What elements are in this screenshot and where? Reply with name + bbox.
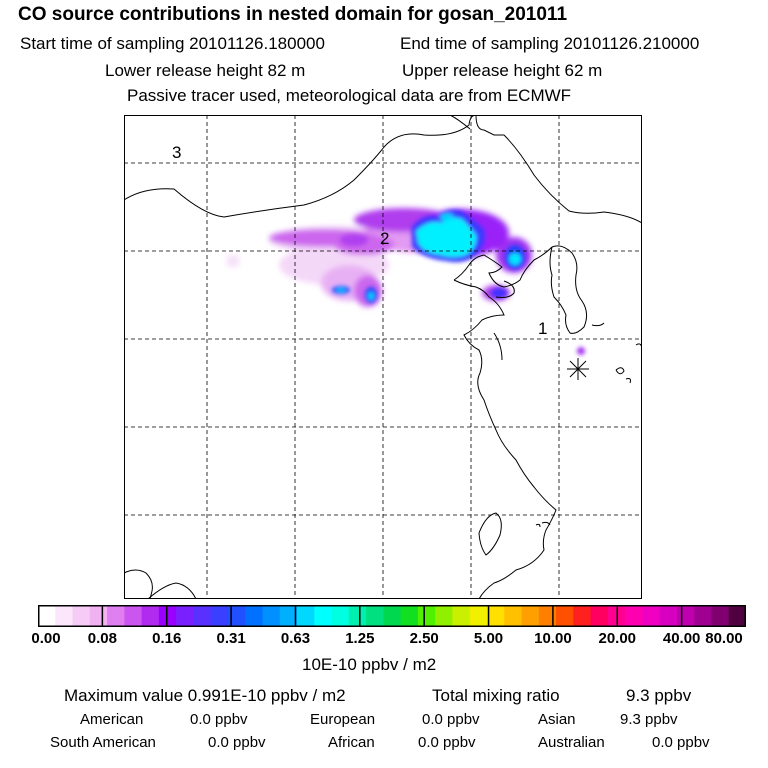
colorbar-cell bbox=[417, 605, 436, 627]
colorbar-cell bbox=[193, 605, 212, 627]
total-mixing-label: Total mixing ratio bbox=[432, 686, 560, 705]
colorbar-tick-label: 5.00 bbox=[473, 630, 504, 647]
colorbar-cell bbox=[694, 605, 713, 627]
colorbar-cell bbox=[107, 605, 125, 627]
region-australian-label: Australian bbox=[538, 734, 605, 751]
colorbar-cell bbox=[158, 605, 177, 627]
colorbar-tick-label: 0.08 bbox=[87, 630, 117, 647]
colorbar-tick-label: 1.25 bbox=[345, 630, 375, 647]
region-african-label: African bbox=[328, 734, 375, 751]
start-time: Start time of sampling 20101126.180000 bbox=[20, 34, 325, 53]
colorbar-cell bbox=[435, 605, 454, 627]
colorbar-cell bbox=[55, 605, 74, 627]
colorbar-tick-label: 20.00 bbox=[598, 630, 637, 647]
colorbar-tick-label: 0.16 bbox=[152, 630, 182, 647]
region-african-value: 0.0 ppbv bbox=[418, 734, 476, 751]
region-label-2: 2 bbox=[380, 229, 389, 248]
colorbar-cell bbox=[141, 605, 160, 627]
receptor-asterisk-icon bbox=[567, 358, 589, 380]
colorbar-cell bbox=[348, 605, 367, 627]
colorbar-cell bbox=[521, 605, 540, 627]
colorbar-tick-label: 80.00 bbox=[705, 630, 743, 647]
colorbar-tick-label: 0.00 bbox=[31, 630, 61, 647]
lower-release-height: Lower release height 82 m bbox=[105, 61, 306, 80]
colorbar-tick-label: 2.50 bbox=[409, 630, 439, 647]
region-south-american-label: South American bbox=[50, 734, 156, 751]
colorbar bbox=[38, 605, 746, 627]
colorbar-cell bbox=[573, 605, 592, 627]
colorbar-cell bbox=[227, 605, 246, 627]
total-mixing-value: 9.3 ppbv bbox=[626, 686, 692, 705]
region-label-3: 3 bbox=[172, 143, 181, 162]
colorbar-cell bbox=[486, 605, 505, 627]
region-american-label: American bbox=[80, 711, 144, 728]
colorbar-tick-label: 10.00 bbox=[534, 630, 572, 647]
colorbar-cell bbox=[452, 605, 471, 627]
colorbar-cell bbox=[659, 605, 678, 627]
co-plume bbox=[227, 208, 585, 355]
region-label-1: 1 bbox=[538, 319, 547, 338]
upper-release-height: Upper release height 62 m bbox=[402, 61, 603, 80]
region-american-value: 0.0 ppbv bbox=[190, 711, 248, 728]
colorbar-cell bbox=[176, 605, 195, 627]
colorbar-cell bbox=[210, 605, 229, 627]
tracer-note: Passive tracer used, meteorological data… bbox=[127, 86, 572, 105]
colorbar-cell bbox=[504, 605, 523, 627]
colorbar-tick-label: 0.63 bbox=[280, 630, 311, 647]
region-australian-value: 0.0 ppbv bbox=[652, 734, 710, 751]
colorbar-cell bbox=[728, 605, 746, 627]
map-title: CO source contributions in nested domain… bbox=[18, 4, 568, 25]
colorbar-cell bbox=[89, 605, 108, 627]
colorbar-cell bbox=[383, 605, 402, 627]
region-european-label: European bbox=[310, 711, 376, 728]
colorbar-cell bbox=[642, 605, 661, 627]
colorbar-cell bbox=[38, 605, 56, 627]
colorbar-cell bbox=[590, 605, 609, 627]
region-asian-label: Asian bbox=[538, 711, 576, 728]
colorbar-cell bbox=[469, 605, 488, 627]
colorbar-cell bbox=[331, 605, 350, 627]
colorbar-cell bbox=[400, 605, 419, 627]
colorbar-cell bbox=[711, 605, 730, 627]
colorbar-cell bbox=[279, 605, 298, 627]
colorbar-units: 10E-10 ppbv / m2 bbox=[302, 655, 437, 674]
map-panel: 3 2 1 bbox=[124, 115, 642, 599]
lat-lon-grid bbox=[124, 115, 642, 599]
region-asian-value: 9.3 ppbv bbox=[620, 711, 678, 728]
end-time: End time of sampling 20101126.210000 bbox=[400, 34, 700, 53]
colorbar-cell bbox=[297, 605, 315, 627]
colorbar-cell bbox=[625, 605, 643, 627]
colorbar-cell bbox=[538, 605, 557, 627]
map-frame bbox=[124, 115, 642, 599]
coastlines bbox=[124, 115, 642, 599]
colorbar-cell bbox=[245, 605, 264, 627]
colorbar-cell bbox=[676, 605, 695, 627]
colorbar-cell bbox=[262, 605, 281, 627]
colorbar-cell bbox=[366, 605, 384, 627]
colorbar-cell bbox=[556, 605, 574, 627]
colorbar-cell bbox=[124, 605, 143, 627]
colorbar-cell bbox=[314, 605, 333, 627]
colorbar-tick-label: 40.00 bbox=[662, 630, 701, 647]
colorbar-tick-label: 0.31 bbox=[216, 630, 246, 647]
region-european-value: 0.0 ppbv bbox=[422, 711, 480, 728]
maximum-value: Maximum value 0.991E-10 ppbv / m2 bbox=[64, 686, 346, 705]
region-south-american-value: 0.0 ppbv bbox=[208, 734, 266, 751]
colorbar-cell bbox=[72, 605, 91, 627]
